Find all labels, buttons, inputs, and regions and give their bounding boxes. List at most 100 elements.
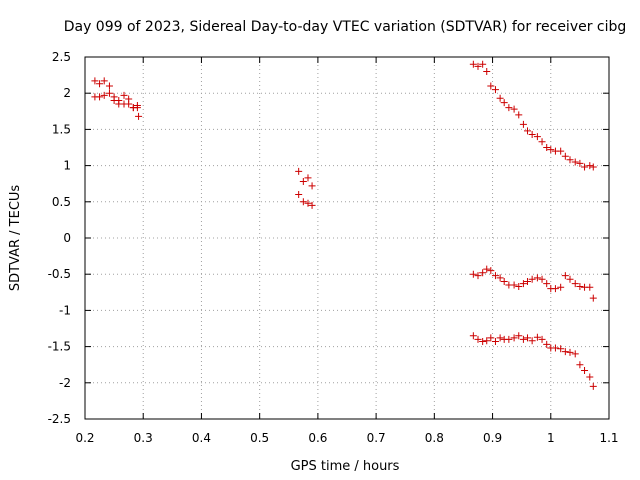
data-point	[120, 91, 128, 99]
data-point	[500, 99, 508, 107]
data-point	[581, 366, 589, 374]
axis-ticks	[84, 56, 610, 420]
series-arc-late-2	[469, 265, 597, 302]
data-point	[110, 96, 118, 104]
data-point	[566, 275, 574, 283]
data-point	[586, 283, 594, 291]
data-point	[125, 100, 133, 108]
data-point	[483, 265, 491, 273]
data-point	[515, 111, 523, 119]
x-tick-label: 1.1	[599, 431, 618, 445]
data-point	[538, 335, 546, 343]
series-arc-early-b	[91, 89, 143, 120]
data-point	[295, 191, 303, 199]
y-tick-label: -0.5	[48, 267, 71, 281]
x-tick-label: 0.4	[192, 431, 211, 445]
data-point	[491, 86, 499, 94]
plot-frame	[84, 56, 610, 420]
data-point	[561, 272, 569, 280]
data-point	[551, 285, 559, 293]
x-tick-label: 1	[547, 431, 555, 445]
data-point	[304, 199, 312, 207]
data-point	[474, 272, 482, 280]
data-point	[561, 348, 569, 356]
data-point	[100, 77, 108, 85]
data-point	[496, 274, 504, 282]
data-point	[474, 335, 482, 343]
data-point	[589, 163, 597, 171]
y-tick-label: -2	[59, 376, 71, 390]
data-point	[491, 272, 499, 280]
data-point	[589, 382, 597, 390]
grid-lines	[85, 57, 609, 419]
data-point	[519, 120, 527, 128]
data-point	[105, 82, 113, 90]
x-tick-label: 0.6	[308, 431, 327, 445]
y-tick-label: 1	[63, 159, 71, 173]
data-point	[304, 174, 312, 182]
x-axis-label: GPS time / hours	[291, 459, 400, 474]
data-point	[589, 294, 597, 302]
data-point	[96, 93, 104, 101]
data-point	[474, 62, 482, 70]
data-point	[469, 332, 477, 340]
data-point	[519, 335, 527, 343]
data-point	[479, 338, 487, 346]
data-point	[576, 283, 584, 291]
data-point	[538, 275, 546, 283]
data-point	[510, 105, 518, 113]
data-point	[487, 82, 495, 90]
y-tick-label: -1.5	[48, 340, 71, 354]
data-point	[533, 333, 541, 341]
data-points	[91, 60, 597, 390]
data-point	[581, 163, 589, 171]
data-point	[571, 350, 579, 358]
series-arc-mid	[295, 167, 316, 209]
data-point	[515, 283, 523, 291]
data-point	[510, 281, 518, 289]
data-point	[576, 361, 584, 369]
data-point	[551, 344, 559, 352]
data-point	[586, 373, 594, 381]
data-point	[586, 162, 594, 170]
data-point	[557, 147, 565, 155]
data-point	[496, 94, 504, 102]
data-point	[299, 198, 307, 206]
data-point	[519, 280, 527, 288]
data-point	[571, 158, 579, 166]
data-point	[571, 280, 579, 288]
data-point	[505, 335, 513, 343]
data-point	[510, 334, 518, 342]
data-point	[308, 201, 316, 209]
x-tick-label: 0.3	[134, 431, 153, 445]
data-point	[566, 156, 574, 164]
data-point	[308, 182, 316, 190]
data-point	[100, 91, 108, 99]
data-point	[469, 270, 477, 278]
data-point	[496, 334, 504, 342]
data-point	[469, 60, 477, 68]
y-tick-label: -2.5	[48, 412, 71, 426]
data-point	[487, 334, 495, 342]
data-point	[500, 277, 508, 285]
data-point	[576, 159, 584, 167]
series-arc-late-3	[469, 332, 597, 390]
data-point	[483, 337, 491, 345]
data-point	[479, 269, 487, 277]
y-tick-label: -1	[59, 303, 71, 317]
data-point	[135, 112, 143, 120]
data-point	[491, 338, 499, 346]
data-point	[487, 267, 495, 275]
x-tick-label: 0.7	[367, 431, 386, 445]
y-tick-labels: 2.5 2 1.5 1 0.5 0 -0.5 -1 -1.5 -2 -2.5	[48, 50, 71, 426]
y-tick-label: 0.5	[52, 195, 71, 209]
data-point	[543, 340, 551, 348]
data-point	[561, 152, 569, 160]
x-tick-label: 0.9	[483, 431, 502, 445]
data-point	[547, 146, 555, 154]
data-point	[523, 127, 531, 135]
y-tick-label: 0	[63, 231, 71, 245]
x-tick-label: 0.5	[250, 431, 269, 445]
data-point	[515, 332, 523, 340]
data-point	[479, 60, 487, 68]
